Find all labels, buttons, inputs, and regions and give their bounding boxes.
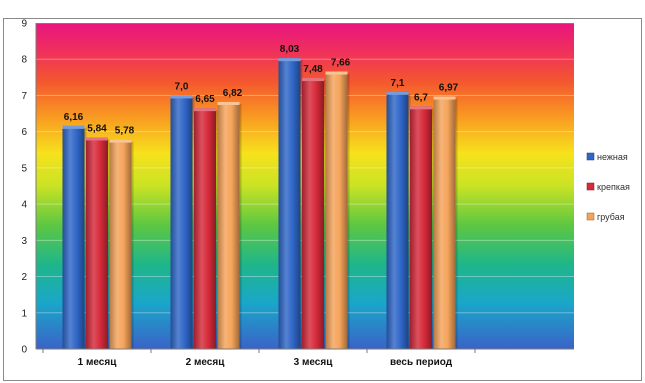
bar-нежная [386,91,409,350]
data-label: 5,78 [115,126,135,137]
legend: нежная крепкая грубая [586,152,630,222]
bar-крепкая [302,78,324,350]
y-tick-label: 4 [21,200,27,211]
bar-top [410,106,432,110]
bar-top [433,96,456,100]
bar-top [194,108,216,112]
bar-top [109,139,132,143]
x-category-label: весь период [390,357,453,368]
bar-грубая [433,96,456,349]
data-label: 6,82 [223,88,243,99]
data-label: 6,16 [64,112,84,123]
legend-label: грубая [597,212,625,222]
y-tick-label: 6 [21,127,27,138]
bar-top [325,71,348,75]
bar-крепкая [410,106,432,349]
x-category-label: 1 месяц [78,357,118,368]
bar-грубая [217,101,240,349]
bar-top [278,58,301,62]
y-axis: 0 1 2 3 4 5 6 7 8 9 [21,19,37,356]
bar-нежная [278,58,301,349]
x-category-label: 2 месяц [186,357,226,368]
legend-swatch-нежная [586,152,595,161]
data-label: 7,1 [391,78,405,89]
bar-крепкая [86,137,108,349]
y-tick-label: 7 [21,91,27,102]
y-tick-label: 2 [21,272,27,283]
data-label: 5,84 [87,123,107,134]
bar-крепкая [194,108,216,349]
legend-swatch-крепкая [586,182,595,191]
y-tick-label: 1 [21,308,27,319]
bar-top [170,95,193,99]
bar-нежная [170,95,193,349]
data-label: 7,48 [303,64,323,75]
y-tick-label: 0 [21,345,27,356]
x-category-label: 3 месяц [294,357,334,368]
bar-top [217,101,240,105]
data-label: 7,0 [175,81,189,92]
data-label: 6,65 [195,94,215,105]
bar-top [302,78,324,82]
data-label: 6,97 [439,83,459,94]
y-tick-label: 5 [21,163,27,174]
bar-top [386,91,409,95]
legend-swatch-грубая [586,212,595,221]
data-label: 7,66 [331,58,351,69]
legend-label: крепкая [597,182,630,192]
legend-label: нежная [597,152,628,162]
bar-top [86,137,108,141]
bar-нежная [62,125,85,349]
bar-грубая [109,139,132,349]
x-axis: 1 месяц 2 месяц 3 месяц весь период [36,348,574,368]
y-tick-label: 8 [21,55,27,66]
data-label: 8,03 [280,44,300,55]
bar-top [62,125,85,129]
bars: 6,165,84 5,78 7,0 6,65 6,82 8,037,48 7,66 7,1 6,… [62,44,459,350]
y-tick-label: 9 [21,19,27,30]
y-tick-label: 3 [21,236,27,247]
bar-грубая [325,71,348,349]
data-label: 6,7 [414,92,428,103]
